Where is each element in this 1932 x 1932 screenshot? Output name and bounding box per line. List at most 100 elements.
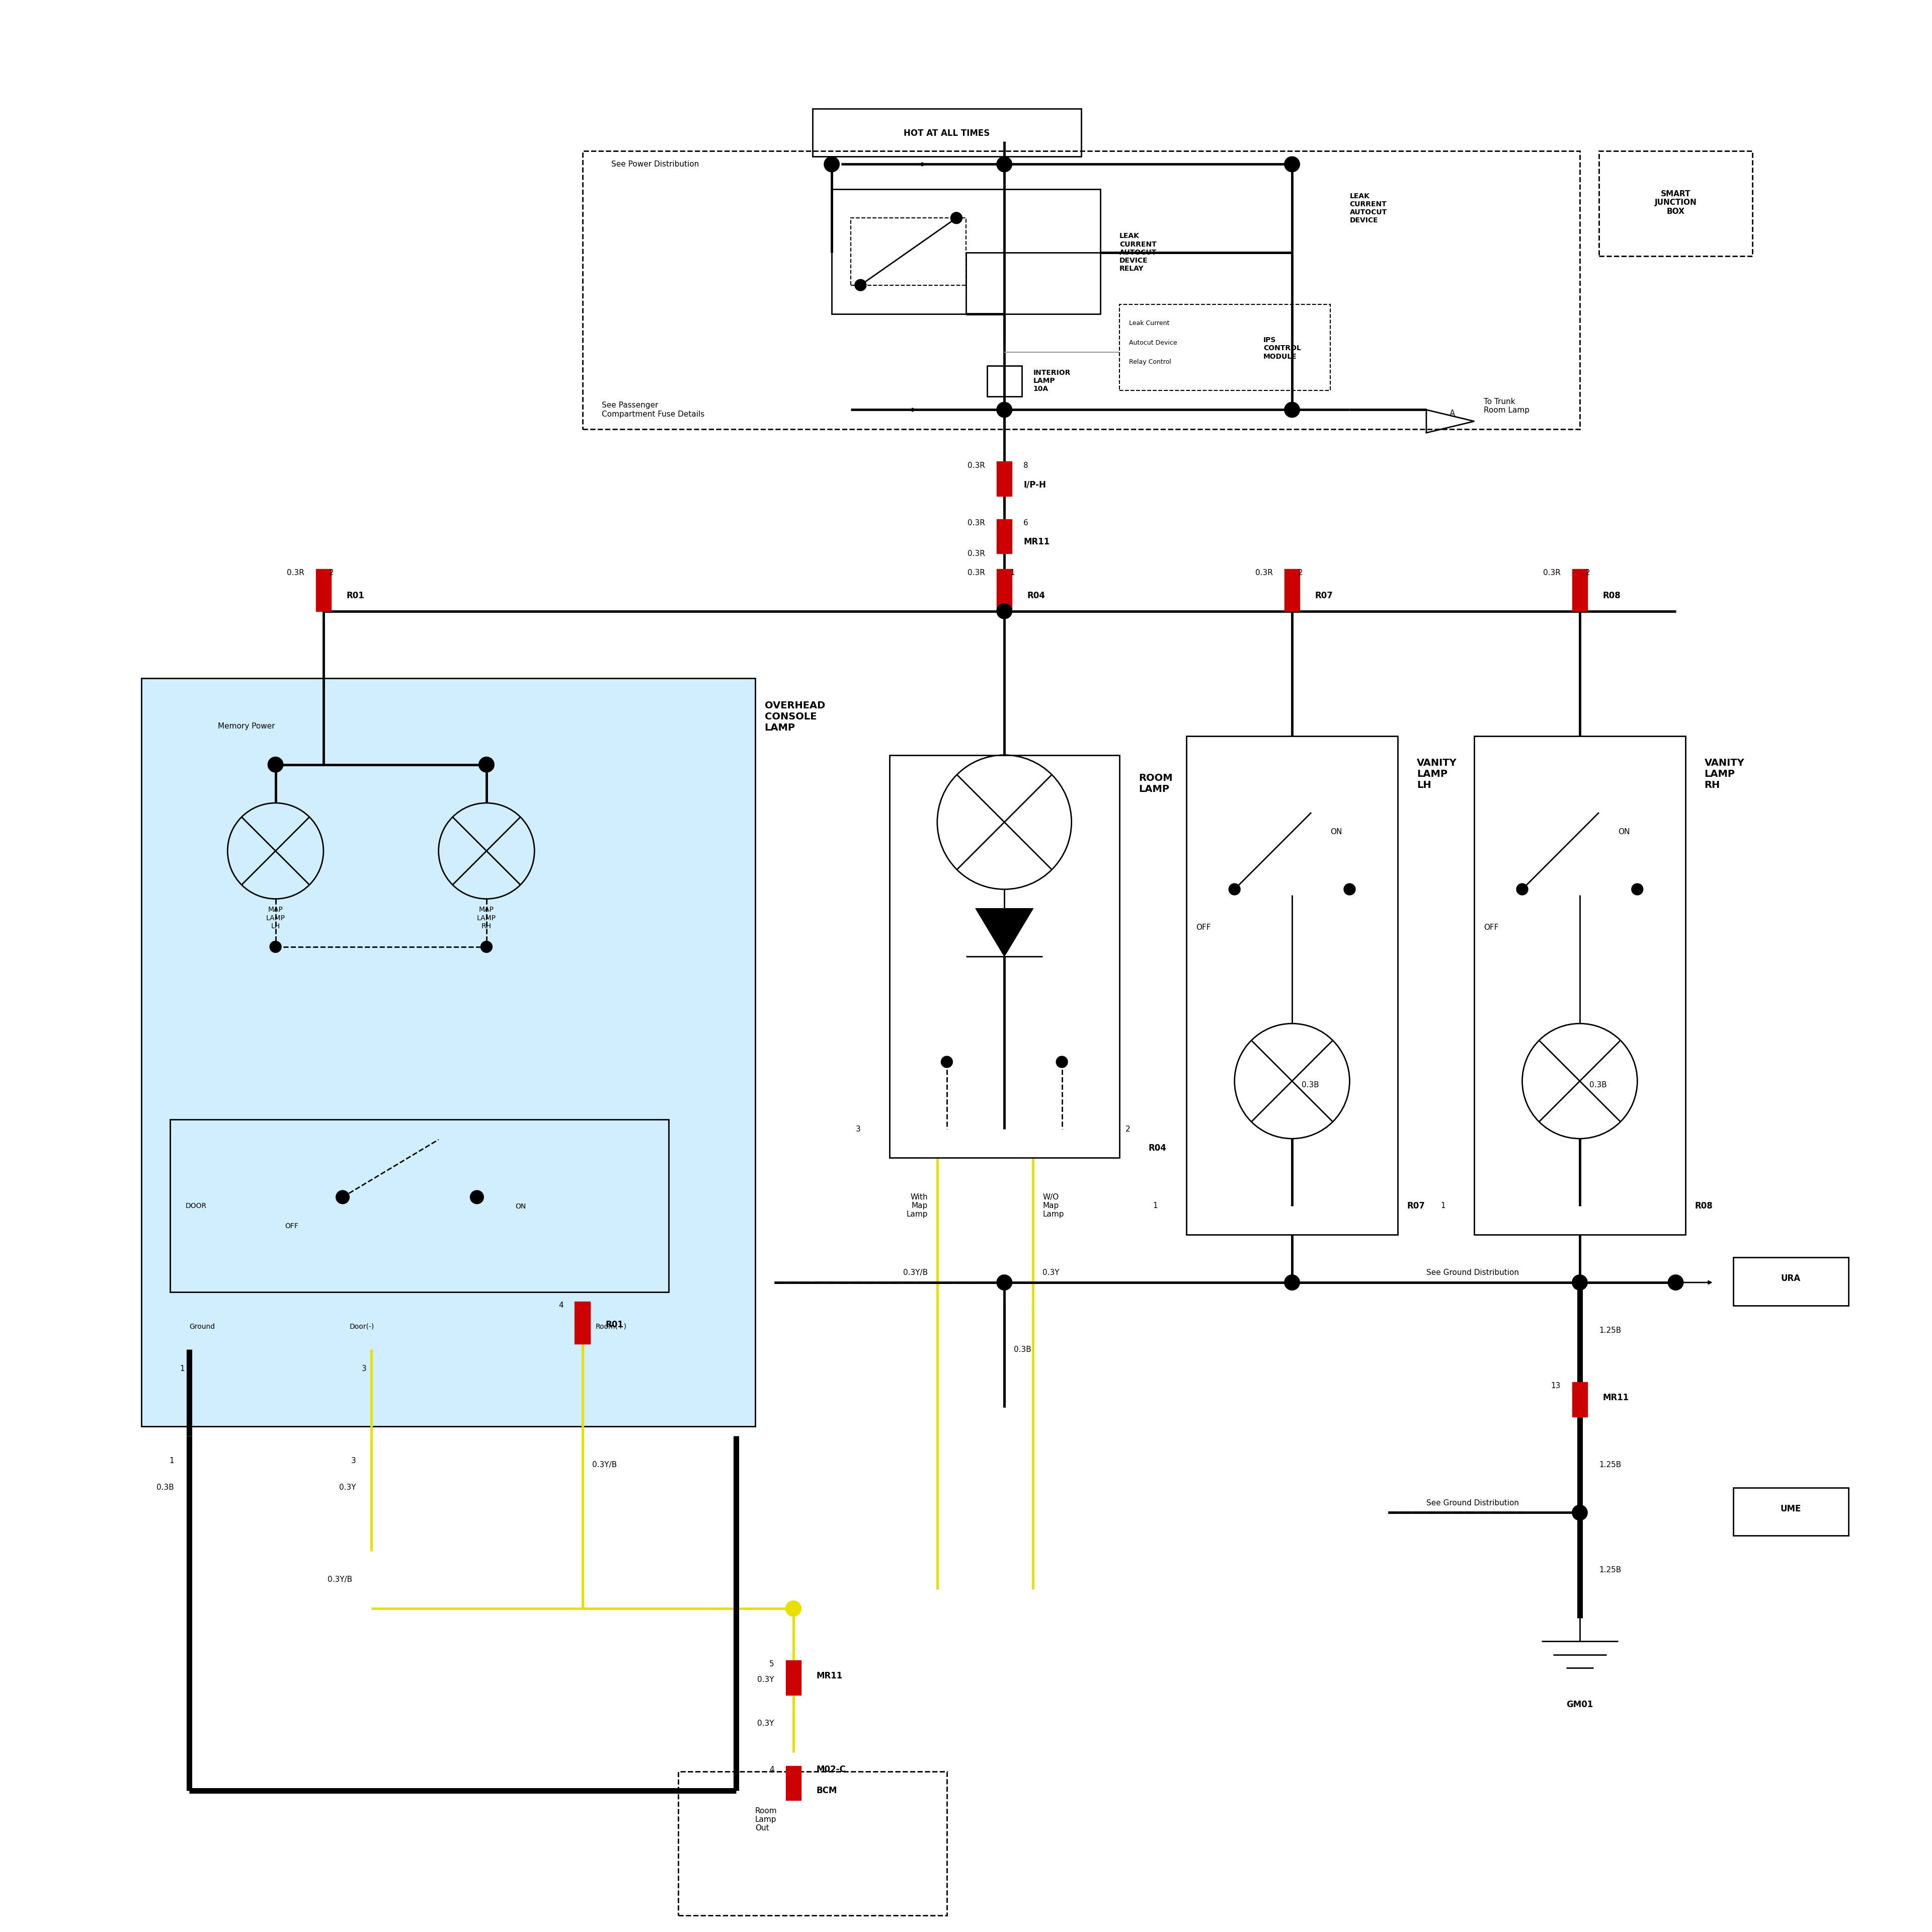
Text: 3: 3 (352, 1457, 355, 1464)
Text: 13: 13 (1551, 1381, 1561, 1389)
Text: DOOR: DOOR (185, 1202, 207, 1209)
Text: 1: 1 (1441, 1202, 1445, 1209)
Bar (1285, 568, 1300, 611)
Circle shape (336, 1190, 350, 1204)
Circle shape (1345, 883, 1356, 895)
Text: 0.3Y: 0.3Y (757, 1675, 775, 1683)
Text: 0.3B: 0.3B (1302, 1082, 1320, 1090)
Circle shape (469, 1190, 483, 1204)
Text: 5: 5 (769, 1660, 775, 1667)
Bar (315, 568, 330, 611)
Text: Memory Power: Memory Power (218, 723, 274, 730)
Text: 1: 1 (1010, 570, 1014, 576)
Polygon shape (976, 908, 1034, 956)
Bar (1600, 151, 1752, 257)
Text: 0.3R: 0.3R (968, 551, 985, 558)
Text: Room(+): Room(+) (595, 1323, 626, 1329)
Text: Room
Lamp
Out: Room Lamp Out (755, 1806, 777, 1832)
Text: R04: R04 (1148, 1144, 1167, 1153)
Text: 2: 2 (1124, 1124, 1130, 1132)
Text: 1: 1 (180, 1366, 184, 1372)
Circle shape (1285, 156, 1300, 172)
Text: 1.25B: 1.25B (1600, 1461, 1621, 1468)
Text: 0.3Y: 0.3Y (1043, 1269, 1059, 1277)
Text: OFF: OFF (1196, 923, 1211, 931)
Text: R08: R08 (1694, 1202, 1714, 1209)
Bar (1573, 568, 1588, 611)
Bar (786, 1766, 802, 1801)
Text: R01: R01 (605, 1320, 624, 1329)
Bar (1733, 1488, 1849, 1536)
Text: 0.3Y: 0.3Y (757, 1719, 775, 1727)
Text: 0.3Y/B: 0.3Y/B (591, 1461, 616, 1468)
Circle shape (481, 941, 493, 952)
Text: UME: UME (1781, 1505, 1801, 1513)
Bar (170, 1119, 668, 1293)
Bar (1573, 1381, 1588, 1416)
Text: GM01: GM01 (1567, 1700, 1594, 1710)
Text: 0.3B: 0.3B (156, 1484, 174, 1492)
Bar (786, 1660, 802, 1694)
Text: See Ground Distribution: See Ground Distribution (1426, 1499, 1519, 1507)
Text: MAP
LAMP
RH: MAP LAMP RH (477, 906, 497, 929)
Text: 4: 4 (558, 1302, 564, 1310)
Bar (997, 520, 1012, 554)
Text: URA: URA (1781, 1273, 1801, 1283)
Text: A: A (1449, 410, 1455, 417)
Text: INTERIOR
LAMP
10A: INTERIOR LAMP 10A (1034, 369, 1070, 392)
Text: I/P-H: I/P-H (1024, 479, 1045, 489)
Circle shape (997, 402, 1012, 417)
Circle shape (786, 1602, 802, 1617)
Text: 4: 4 (769, 1766, 775, 1774)
Text: Relay Control: Relay Control (1128, 359, 1171, 365)
Text: Ground: Ground (189, 1323, 214, 1329)
Text: MR11: MR11 (1604, 1393, 1629, 1403)
Circle shape (1229, 883, 1240, 895)
Bar (833, 189, 1099, 313)
Text: 0.3R: 0.3R (286, 570, 303, 576)
Circle shape (786, 1602, 802, 1617)
Text: 1.25B: 1.25B (1600, 1567, 1621, 1575)
Text: 0.3R: 0.3R (968, 570, 985, 576)
Text: 8: 8 (1024, 462, 1028, 469)
Bar (889, 755, 1119, 1157)
Text: 3: 3 (856, 1124, 860, 1132)
Text: ON: ON (516, 1204, 526, 1209)
Circle shape (941, 1057, 952, 1068)
Circle shape (1631, 883, 1642, 895)
Text: See Power Distribution: See Power Distribution (611, 160, 699, 168)
Circle shape (1285, 402, 1300, 417)
Text: R01: R01 (346, 591, 365, 601)
Text: 3: 3 (361, 1366, 367, 1372)
Text: R07: R07 (1406, 1202, 1426, 1209)
Text: BCM: BCM (817, 1787, 837, 1795)
Text: ON: ON (1331, 829, 1343, 835)
Text: 0.3Y/B: 0.3Y/B (902, 1269, 927, 1277)
Bar (1474, 736, 1685, 1235)
Text: OFF: OFF (286, 1223, 299, 1229)
Text: 2: 2 (1298, 570, 1302, 576)
Text: VANITY
LAMP
RH: VANITY LAMP RH (1704, 759, 1745, 790)
Text: See Ground Distribution: See Ground Distribution (1426, 1269, 1519, 1277)
Text: 0.3R: 0.3R (968, 520, 985, 527)
Text: See Passenger
Compartment Fuse Details: See Passenger Compartment Fuse Details (601, 402, 705, 417)
Bar (997, 462, 1012, 497)
Text: LEAK
CURRENT
AUTOCUT
DEVICE
RELAY: LEAK CURRENT AUTOCUT DEVICE RELAY (1119, 232, 1157, 272)
Text: Autocut Device: Autocut Device (1128, 340, 1177, 346)
Circle shape (951, 213, 962, 224)
Bar (850, 218, 966, 286)
Text: OVERHEAD
CONSOLE
LAMP: OVERHEAD CONSOLE LAMP (765, 701, 825, 732)
Circle shape (854, 280, 866, 292)
Bar (582, 151, 1580, 429)
Circle shape (1285, 1275, 1300, 1291)
Circle shape (269, 757, 284, 773)
Text: 1.25B: 1.25B (1600, 1327, 1621, 1335)
Text: 1: 1 (168, 1457, 174, 1464)
Text: 2: 2 (1586, 570, 1590, 576)
Circle shape (1517, 883, 1528, 895)
Text: 0.3R: 0.3R (968, 462, 985, 469)
Text: To Trunk
Room Lamp: To Trunk Room Lamp (1484, 398, 1530, 413)
Circle shape (997, 603, 1012, 618)
Circle shape (270, 941, 282, 952)
Bar (997, 568, 1012, 611)
